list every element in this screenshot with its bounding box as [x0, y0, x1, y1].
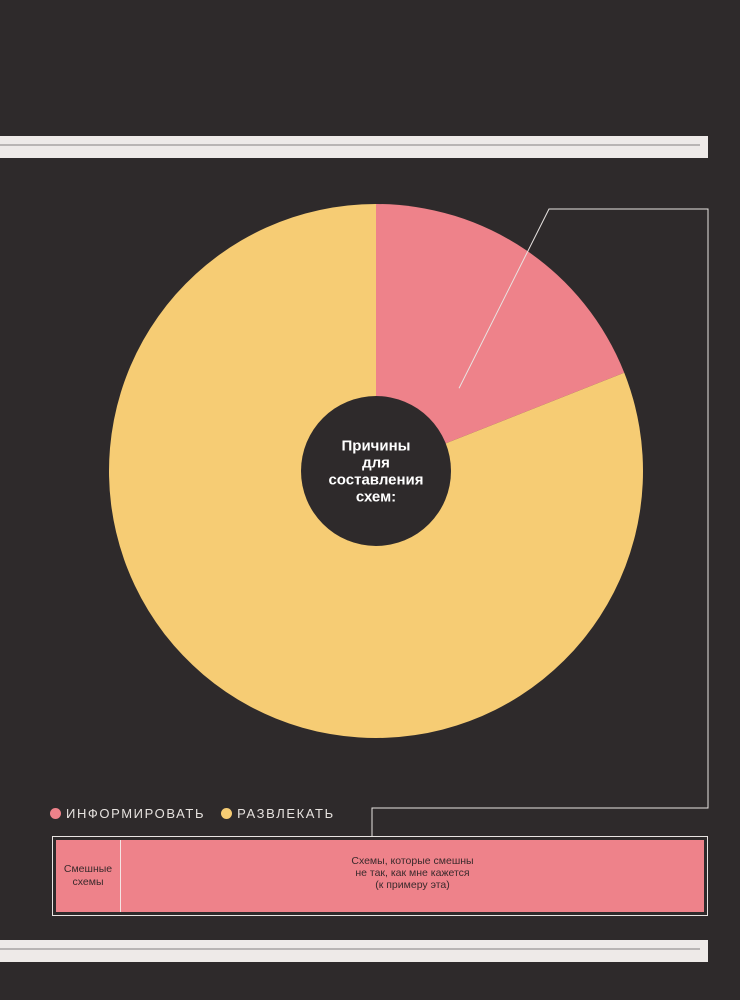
legend: ИНФОРМИРОВАТЬ РАЗВЛЕКАТЬ: [50, 806, 351, 821]
breakdown-cell-funny: Смешные схемы: [56, 840, 121, 912]
top-stripe: [0, 136, 708, 158]
legend-item-inform: ИНФОРМИРОВАТЬ: [50, 806, 205, 821]
legend-item-entertain: РАЗВЛЕКАТЬ: [221, 806, 335, 821]
breakdown-label-unintended: Схемы, которые смешны не так, как мне ка…: [351, 855, 474, 891]
center-label: Причины для составления схем:: [328, 438, 423, 506]
breakdown-label-funny: Смешные схемы: [63, 863, 113, 888]
center-label-line: схем:: [356, 489, 396, 506]
breakdown-cell-unintended: Схемы, которые смешны не так, как мне ка…: [121, 840, 704, 912]
center-label-line: для: [362, 455, 390, 472]
pie-slice-inform: [376, 204, 625, 471]
center-label-line: Причины: [342, 438, 411, 455]
legend-label-entertain: РАЗВЛЕКАТЬ: [237, 806, 335, 821]
breakdown-box: Смешные схемы Схемы, которые смешны не т…: [52, 836, 708, 916]
legend-dot-inform: [50, 808, 61, 819]
legend-dot-entertain: [221, 808, 233, 819]
connector-line: [371, 208, 709, 836]
center-label-line: составления: [328, 472, 423, 489]
bottom-stripe: [0, 940, 708, 962]
center-hole: [301, 396, 451, 546]
legend-label-inform: ИНФОРМИРОВАТЬ: [66, 806, 206, 821]
breakdown-bar: Смешные схемы Схемы, которые смешны не т…: [56, 840, 704, 912]
